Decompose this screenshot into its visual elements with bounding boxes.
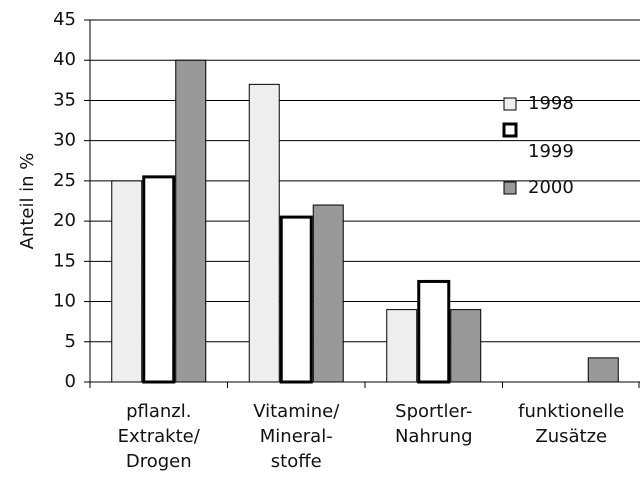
bar (312, 204, 344, 383)
bar (111, 180, 143, 383)
y-tick-label: 0 (65, 371, 76, 392)
y-tick-label: 35 (53, 89, 76, 110)
bar (279, 215, 313, 384)
bar (248, 83, 280, 383)
bar (386, 309, 418, 383)
legend-label: 2000 (528, 177, 574, 198)
y-tick-label: 5 (65, 331, 76, 352)
x-tick-label: Drogen (126, 451, 192, 472)
y-tick-label: 30 (53, 130, 76, 151)
x-tick-label: funktionelle (518, 401, 624, 422)
y-tick-label: 10 (53, 291, 76, 312)
y-tick-label: 40 (53, 49, 76, 70)
x-tick-label: Extrakte/ (118, 426, 201, 447)
x-tick-label: Mineral- (260, 426, 333, 447)
x-tick-label: Vitamine/ (253, 401, 340, 422)
legend-swatch (502, 122, 518, 138)
legend-swatch (503, 97, 517, 111)
x-tick-label: pflanzl. (126, 401, 191, 422)
legend-label: 1999 (528, 141, 574, 162)
y-tick-label: 25 (53, 170, 76, 191)
legend-label: 1998 (528, 93, 574, 114)
bar (417, 279, 451, 384)
x-tick-label: Zusätze (535, 426, 607, 447)
bar (450, 309, 482, 383)
y-tick-label: 45 (53, 9, 76, 30)
bar (142, 175, 176, 384)
y-tick-label: 15 (53, 250, 76, 271)
bar (587, 357, 619, 383)
bar (175, 59, 207, 383)
legend-swatch (503, 181, 517, 195)
y-tick-label: 20 (53, 210, 76, 231)
x-tick-label: Nahrung (395, 426, 473, 447)
y-axis-label: Anteil in % (17, 153, 38, 250)
x-tick-label: stoffe (271, 451, 322, 472)
x-tick-label: Sportler- (395, 401, 472, 422)
